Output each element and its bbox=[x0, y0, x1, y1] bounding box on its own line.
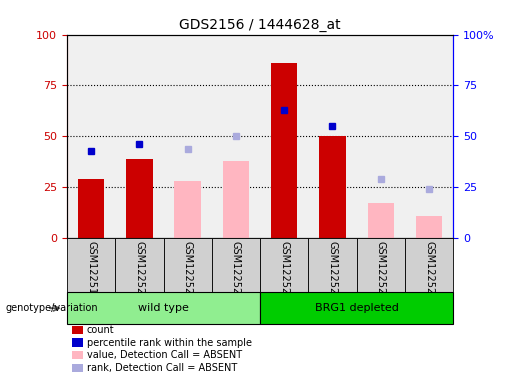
Text: GSM122524: GSM122524 bbox=[328, 241, 337, 300]
Bar bbox=[175, 181, 201, 238]
Text: value, Detection Call = ABSENT: value, Detection Call = ABSENT bbox=[87, 350, 242, 360]
Bar bbox=[126, 159, 152, 238]
Text: rank, Detection Call = ABSENT: rank, Detection Call = ABSENT bbox=[87, 363, 237, 373]
Text: GSM122520: GSM122520 bbox=[134, 241, 144, 300]
Text: wild type: wild type bbox=[138, 303, 189, 313]
Bar bbox=[163, 238, 212, 292]
Bar bbox=[67, 238, 115, 292]
Text: GSM122526: GSM122526 bbox=[424, 241, 434, 300]
Title: GDS2156 / 1444628_at: GDS2156 / 1444628_at bbox=[179, 18, 341, 32]
Bar bbox=[319, 136, 346, 238]
Text: genotype/variation: genotype/variation bbox=[5, 303, 98, 313]
Bar bbox=[271, 63, 298, 238]
Text: GSM122525: GSM122525 bbox=[376, 241, 386, 300]
Text: GSM122522: GSM122522 bbox=[231, 241, 241, 300]
Text: GSM122521: GSM122521 bbox=[183, 241, 193, 300]
Bar bbox=[405, 238, 453, 292]
Bar bbox=[260, 292, 453, 324]
Text: GSM122523: GSM122523 bbox=[279, 241, 289, 300]
Text: BRG1 depleted: BRG1 depleted bbox=[315, 303, 399, 313]
Bar bbox=[368, 204, 394, 238]
Bar bbox=[115, 238, 163, 292]
Bar bbox=[67, 292, 260, 324]
Text: percentile rank within the sample: percentile rank within the sample bbox=[87, 338, 251, 348]
Bar bbox=[222, 161, 249, 238]
Bar bbox=[416, 216, 442, 238]
Bar bbox=[356, 238, 405, 292]
Text: count: count bbox=[87, 325, 114, 335]
Bar bbox=[78, 179, 105, 238]
Bar bbox=[308, 238, 356, 292]
Bar bbox=[212, 238, 260, 292]
Bar bbox=[260, 238, 308, 292]
Text: GSM122519: GSM122519 bbox=[86, 241, 96, 300]
